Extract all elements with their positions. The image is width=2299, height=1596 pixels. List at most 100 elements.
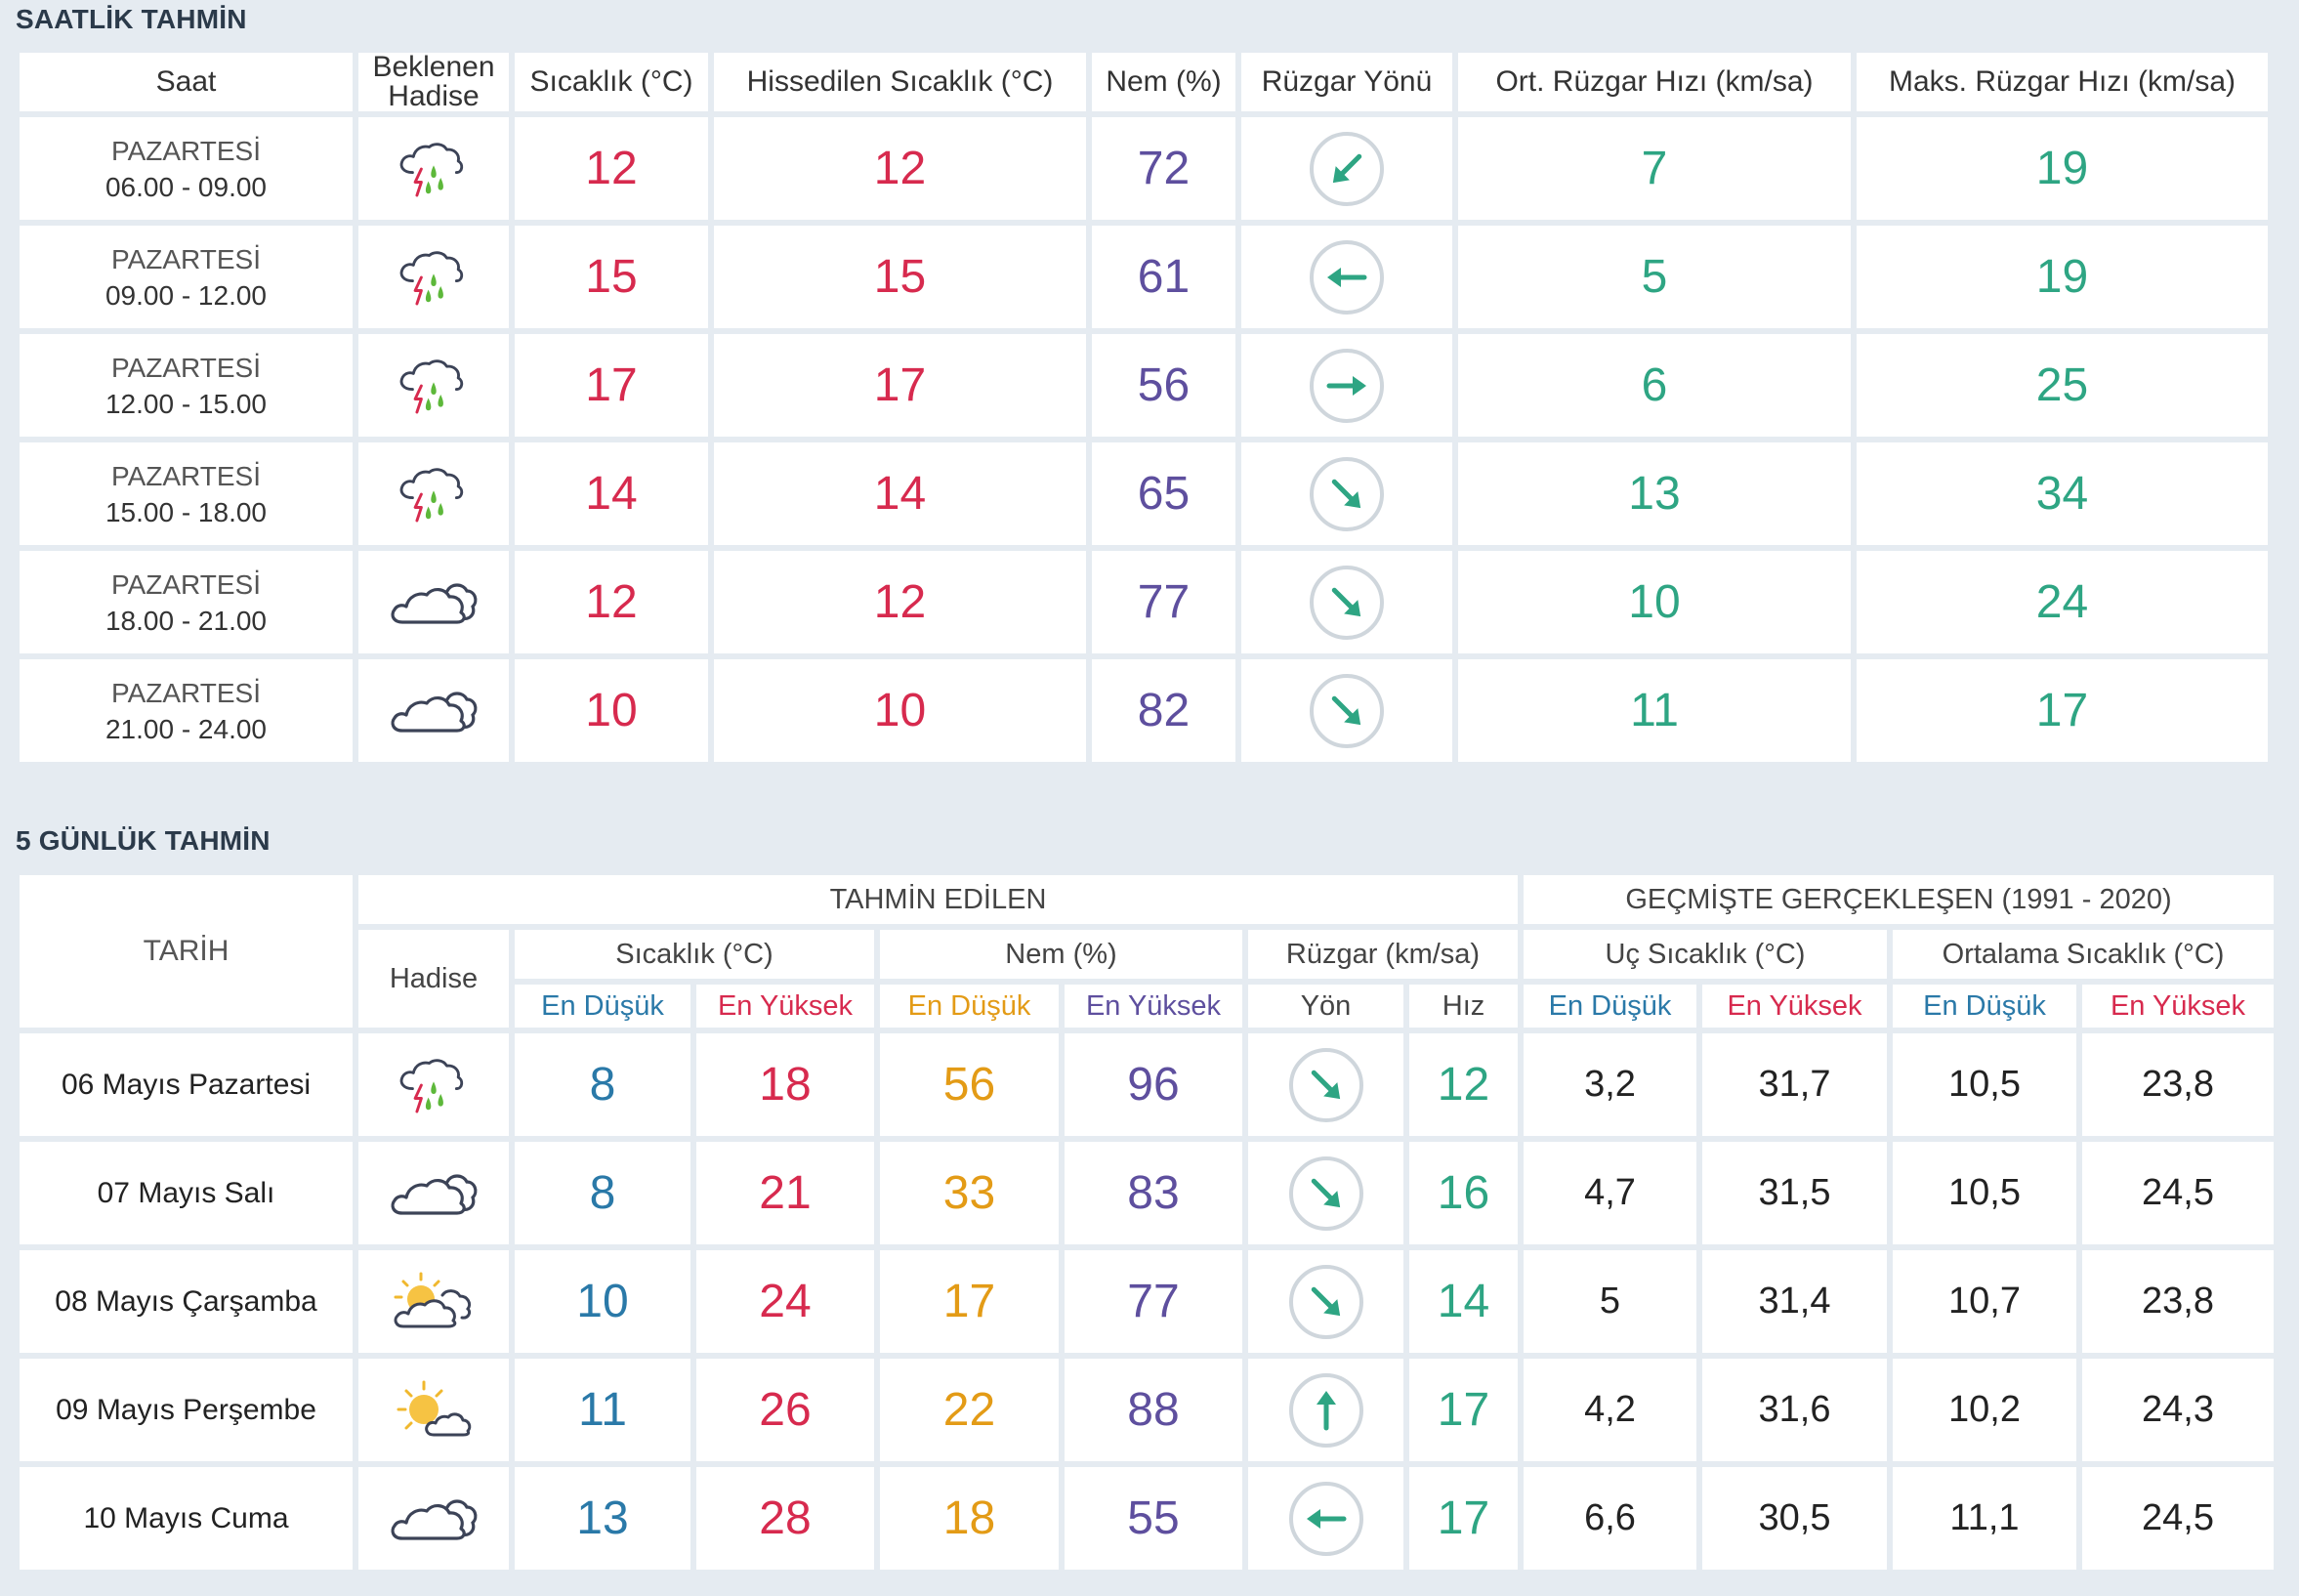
- thunderstorm-rain-icon: [395, 1050, 473, 1120]
- arrow-southeast-icon: [1308, 564, 1386, 642]
- header-ort-ruzgar-hizi: Ort. Rüzgar Hızı (km/sa): [1458, 53, 1851, 111]
- cloudy-icon: [389, 1491, 479, 1546]
- temperature-value: 14: [515, 442, 708, 545]
- subheader-uc-en-dusuk: En Düşük: [1524, 985, 1696, 1028]
- subheader-nem-en-dusuk: En Düşük: [880, 985, 1059, 1028]
- feels-like-value: 12: [714, 117, 1086, 220]
- humidity-value: 77: [1092, 551, 1235, 653]
- humidity-value: 65: [1092, 442, 1235, 545]
- wind-direction-cell: [1241, 659, 1452, 762]
- time-cell: PAZARTESİ 18.00 - 21.00: [20, 551, 353, 653]
- feels-like-value: 15: [714, 226, 1086, 328]
- weather-cell: [358, 442, 509, 545]
- date-cell: 08 Mayıs Çarşamba: [20, 1250, 353, 1353]
- extreme-min-value: 5: [1524, 1250, 1696, 1353]
- header-tarih: TARİH: [20, 875, 353, 1028]
- humidity-min-value: 18: [880, 1467, 1059, 1570]
- extreme-min-value: 4,7: [1524, 1142, 1696, 1244]
- max-wind-value: 25: [1857, 334, 2268, 437]
- header-ortalama-sicaklik: Ortalama Sıcaklık (°C): [1893, 930, 2274, 979]
- header-nem: Nem (%): [1092, 53, 1235, 111]
- daily-section-title: 5 GÜNLÜK TAHMİN: [16, 825, 271, 856]
- weather-cell: [358, 1467, 509, 1570]
- avg-wind-value: 7: [1458, 117, 1851, 220]
- subheader-hiz: Hız: [1409, 985, 1518, 1028]
- avg-wind-value: 13: [1458, 442, 1851, 545]
- header-hissedilen-sicaklik: Hissedilen Sıcaklık (°C): [714, 53, 1086, 111]
- date-cell: 09 Mayıs Perşembe: [20, 1359, 353, 1461]
- average-min-value: 10,7: [1893, 1250, 2076, 1353]
- feels-like-value: 12: [714, 551, 1086, 653]
- time-cell: PAZARTESİ 21.00 - 24.00: [20, 659, 353, 762]
- feels-like-value: 17: [714, 334, 1086, 437]
- average-max-value: 23,8: [2082, 1033, 2274, 1136]
- weather-cell: [358, 117, 509, 220]
- header-tahmin-edilen: TAHMİN EDİLEN: [358, 875, 1518, 924]
- header-ruzgar: Rüzgar (km/sa): [1248, 930, 1518, 979]
- feels-like-value: 14: [714, 442, 1086, 545]
- max-wind-value: 19: [1857, 117, 2268, 220]
- extreme-max-value: 31,7: [1702, 1033, 1887, 1136]
- max-wind-value: 19: [1857, 226, 2268, 328]
- temp-max-value: 26: [696, 1359, 874, 1461]
- day-label: PAZARTESİ: [110, 135, 261, 166]
- date-cell: 10 Mayıs Cuma: [20, 1467, 353, 1570]
- daily-forecast-table: TARİH TAHMİN EDİLEN GEÇMİŞTE GERÇEKLEŞEN…: [20, 875, 2274, 1570]
- arrow-southeast-icon: [1287, 1046, 1365, 1124]
- wind-direction-cell: [1248, 1359, 1403, 1461]
- temp-max-value: 21: [696, 1142, 874, 1244]
- humidity-max-value: 83: [1065, 1142, 1242, 1244]
- time-cell: PAZARTESİ 06.00 - 09.00: [20, 117, 353, 220]
- avg-wind-value: 11: [1458, 659, 1851, 762]
- weather-cell: [358, 1033, 509, 1136]
- arrow-southeast-icon: [1287, 1155, 1365, 1233]
- average-min-value: 11,1: [1893, 1467, 2076, 1570]
- header-uc-sicaklik: Uç Sıcaklık (°C): [1524, 930, 1887, 979]
- humidity-max-value: 77: [1065, 1250, 1242, 1353]
- header-nem: Nem (%): [880, 930, 1242, 979]
- weather-cell: [358, 226, 509, 328]
- average-max-value: 24,3: [2082, 1359, 2274, 1461]
- subheader-ortalama-en-yuksek: En Yüksek: [2082, 985, 2274, 1028]
- subheader-sicaklik-en-dusuk: En Düşük: [515, 985, 690, 1028]
- average-min-value: 10,5: [1893, 1142, 2076, 1244]
- humidity-min-value: 56: [880, 1033, 1059, 1136]
- weather-cell: [358, 334, 509, 437]
- wind-direction-cell: [1248, 1142, 1403, 1244]
- day-label: PAZARTESİ: [110, 677, 261, 708]
- weather-cell: [358, 551, 509, 653]
- arrow-southeast-icon: [1287, 1263, 1365, 1341]
- wind-speed-value: 16: [1409, 1142, 1518, 1244]
- average-min-value: 10,2: [1893, 1359, 2076, 1461]
- humidity-value: 56: [1092, 334, 1235, 437]
- humidity-max-value: 96: [1065, 1033, 1242, 1136]
- cloudy-icon: [389, 684, 479, 738]
- time-cell: PAZARTESİ 09.00 - 12.00: [20, 226, 353, 328]
- temperature-value: 10: [515, 659, 708, 762]
- arrow-north-icon: [1287, 1371, 1365, 1449]
- thunderstorm-rain-icon: [395, 242, 473, 313]
- subheader-yon: Yön: [1248, 985, 1403, 1028]
- wind-speed-value: 17: [1409, 1359, 1518, 1461]
- partly-cloudy-icon: [392, 1270, 476, 1334]
- temperature-value: 12: [515, 551, 708, 653]
- weather-cell: [358, 659, 509, 762]
- header-ruzgar-yonu: Rüzgar Yönü: [1241, 53, 1452, 111]
- time-cell: PAZARTESİ 15.00 - 18.00: [20, 442, 353, 545]
- avg-wind-value: 5: [1458, 226, 1851, 328]
- arrow-southwest-icon: [1308, 130, 1386, 208]
- wind-direction-cell: [1248, 1250, 1403, 1353]
- humidity-value: 82: [1092, 659, 1235, 762]
- header-sicaklik: Sıcaklık (°C): [515, 930, 874, 979]
- average-max-value: 24,5: [2082, 1142, 2274, 1244]
- humidity-min-value: 33: [880, 1142, 1059, 1244]
- humidity-max-value: 55: [1065, 1467, 1242, 1570]
- extreme-min-value: 6,6: [1524, 1467, 1696, 1570]
- header-hadise: Hadise: [358, 930, 509, 1028]
- weather-cell: [358, 1359, 509, 1461]
- subheader-sicaklik-en-yuksek: En Yüksek: [696, 985, 874, 1028]
- weather-cell: [358, 1250, 509, 1353]
- wind-speed-value: 17: [1409, 1467, 1518, 1570]
- average-min-value: 10,5: [1893, 1033, 2076, 1136]
- temp-max-value: 28: [696, 1467, 874, 1570]
